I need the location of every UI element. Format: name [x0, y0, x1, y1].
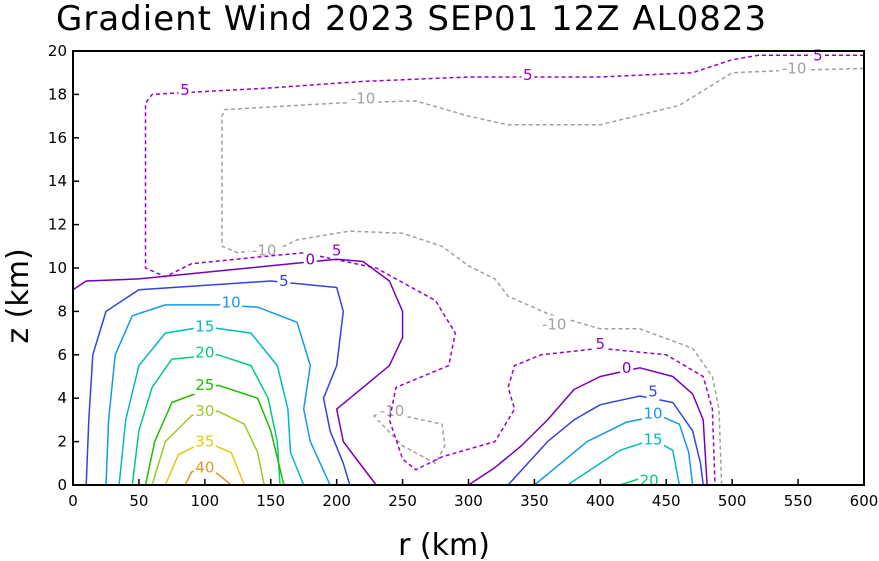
y-tick-label: 20 [48, 42, 67, 60]
y-tick-label: 16 [48, 129, 67, 147]
contour-label-0-2: -10 [252, 242, 277, 260]
contour-label-2-3: 5 [332, 242, 342, 260]
contour-label-2-2: 5 [180, 81, 190, 99]
x-axis-label: r (km) [398, 528, 490, 561]
contour-label-bg [538, 315, 570, 334]
y-tick-label: 4 [57, 389, 67, 407]
contour-label-bg [193, 317, 216, 336]
contour-line-6 [507, 395, 704, 486]
contour-line-11 [131, 354, 281, 486]
contour-line-9 [118, 325, 305, 486]
contour-label-5-0: 5 [279, 272, 289, 290]
contour-label-bg [376, 402, 408, 421]
contour-label-bg [330, 241, 344, 260]
axis-ticks: 0 50 100 150 200 250 300 350 400 450 500 550 6000246… [48, 42, 878, 510]
contour-label-bg [193, 343, 216, 362]
contour-line-5 [85, 280, 351, 486]
contour-label-bg [620, 358, 634, 377]
contour-line-4 [468, 367, 708, 486]
x-tick-label: 300 [454, 492, 483, 510]
contour-label-bg [193, 376, 216, 395]
contour-label-bg [347, 89, 379, 108]
contour-label-0-0: -10 [782, 59, 807, 77]
contour-label-bg [277, 272, 291, 291]
contour-label-12-0: 20 [640, 472, 659, 490]
x-tick-label: 450 [652, 492, 681, 510]
contour-label-8-0: 10 [644, 404, 663, 422]
contour-label-bg [178, 81, 192, 100]
contour-line-3 [72, 258, 404, 486]
contour-label-bg [193, 458, 216, 477]
chart-title: Gradient Wind 2023 SEP01 12Z AL0823 [56, 0, 767, 39]
contour-label-bg [220, 293, 243, 312]
contour-label-4-0: 0 [622, 359, 632, 377]
contour-label-7-0: 10 [222, 294, 241, 312]
contour-label-9-0: 15 [195, 318, 214, 336]
x-tick-label: 500 [718, 492, 747, 510]
x-tick-label: 250 [388, 492, 417, 510]
contour-label-13-0: 25 [195, 376, 214, 394]
contour-line-2 [144, 54, 864, 486]
contour-line-14 [151, 410, 265, 486]
contour-label-15-0: 35 [195, 433, 214, 451]
contour-label-bg [778, 59, 810, 78]
y-tick-label: 0 [57, 476, 67, 494]
contour-line-13 [144, 384, 285, 486]
contour-label-11-0: 20 [195, 344, 214, 362]
y-tick-label: 14 [48, 172, 67, 190]
x-tick-label: 100 [191, 492, 220, 510]
x-tick-label: 350 [520, 492, 549, 510]
plot-area: -10-10-10-10-105555500551010151520202530… [72, 46, 865, 490]
x-tick-label: 0 [68, 492, 78, 510]
contour-label-bg [193, 432, 216, 451]
contour-line-0 [221, 67, 865, 486]
contour-label-2-4: 5 [596, 335, 606, 353]
contour-label-bg [642, 430, 665, 449]
contour-label-bg [193, 402, 216, 421]
contour-label-10-0: 15 [644, 430, 663, 448]
x-tick-label: 400 [586, 492, 615, 510]
contour-label-2-0: 5 [813, 46, 823, 64]
y-tick-label: 18 [48, 85, 67, 103]
contour-label-bg [646, 382, 660, 401]
contour-label-bg [642, 404, 665, 423]
contour-label-0-1: -10 [351, 90, 376, 108]
x-tick-label: 550 [784, 492, 813, 510]
contour-line-7 [105, 304, 331, 486]
x-tick-label: 200 [322, 492, 351, 510]
y-tick-label: 2 [57, 433, 67, 451]
contour-label-bg [303, 250, 317, 269]
y-tick-label: 10 [48, 259, 67, 277]
contour-line-10 [566, 438, 681, 486]
y-tick-label: 8 [57, 302, 67, 320]
y-tick-label: 12 [48, 216, 67, 234]
contour-label-0-3: -10 [542, 315, 567, 333]
contour-line-8 [533, 414, 694, 486]
contour-label-bg [521, 65, 535, 84]
contour-label-14-0: 30 [195, 402, 214, 420]
y-axis-label: z (km) [1, 248, 36, 343]
y-tick-label: 6 [57, 346, 67, 364]
contour-label-16-0: 40 [195, 459, 214, 477]
x-tick-label: 600 [850, 492, 879, 510]
contour-label-bg [593, 334, 607, 353]
contour-label-6-0: 5 [648, 383, 658, 401]
contour-label-1-0: -10 [380, 402, 405, 420]
x-tick-label: 150 [256, 492, 285, 510]
contour-line-1 [373, 410, 446, 465]
contour-label-2-1: 5 [523, 66, 533, 84]
x-tick-label: 50 [129, 492, 148, 510]
contour-label-3-0: 0 [306, 250, 316, 268]
